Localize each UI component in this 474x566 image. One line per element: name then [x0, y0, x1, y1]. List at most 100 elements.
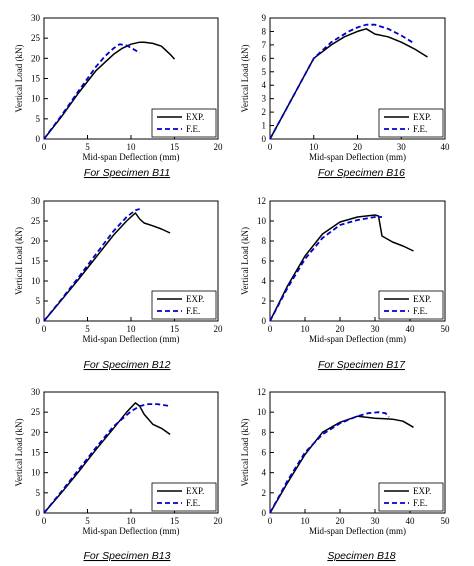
y-tick-label: 10	[31, 94, 41, 104]
x-tick-label: 0	[42, 324, 47, 334]
y-tick-label: 10	[257, 407, 267, 417]
x-tick-label: 10	[127, 324, 137, 334]
x-tick-label: 10	[127, 142, 137, 152]
x-tick-label: 0	[268, 324, 273, 334]
y-tick-label: 30	[31, 196, 41, 206]
x-axis-label: Mid-span Deflection (mm)	[83, 334, 180, 344]
x-tick-label: 0	[42, 516, 47, 526]
y-tick-label: 10	[31, 276, 41, 286]
x-tick-label: 10	[301, 516, 311, 526]
x-tick-label: 20	[353, 142, 363, 152]
chart-panel-2: 0 10 20 30 40 0 1 2 3 4 5 6 7 8 9 Mid-span Deflection (…	[240, 13, 450, 179]
x-tick-label: 20	[214, 324, 224, 334]
y-tick-label: 2	[262, 107, 267, 117]
y-tick-label: 25	[31, 407, 41, 417]
x-tick-label: 40	[406, 324, 416, 334]
legend-box	[151, 290, 217, 320]
x-axis-label: Mid-span Deflection (mm)	[309, 152, 406, 162]
legend-label: F.E.	[186, 498, 200, 508]
series-line-exp	[43, 41, 176, 140]
x-tick-label: 20	[336, 516, 346, 526]
x-tick-label: 0	[268, 142, 273, 152]
y-tick-label: 10	[31, 468, 41, 478]
y-axis-label: Vertical Load (kN)	[240, 45, 250, 113]
legend-box	[378, 482, 444, 512]
y-tick-label: 0	[36, 316, 41, 326]
legend: EXP. F.E.	[151, 290, 217, 320]
legend-label: F.E.	[186, 124, 200, 134]
series-line-fe	[43, 403, 171, 514]
y-tick-label: 2	[262, 488, 267, 498]
y-tick-label: 8	[262, 427, 267, 437]
x-tick-label: 5	[85, 324, 90, 334]
x-tick-label: 0	[42, 142, 47, 152]
panel-caption: For Specimen B13	[84, 550, 171, 562]
y-tick-label: 4	[262, 468, 267, 478]
panel-caption: Specimen B18	[327, 550, 395, 562]
legend-label: EXP.	[186, 112, 204, 122]
y-tick-label: 12	[257, 196, 266, 206]
y-tick-label: 7	[262, 40, 267, 50]
x-tick-label: 10	[301, 324, 311, 334]
legend-label: F.E.	[186, 306, 200, 316]
y-tick-label: 4	[262, 276, 267, 286]
y-tick-label: 30	[31, 13, 41, 23]
panel-caption: For Specimen B17	[318, 359, 406, 371]
legend-label: F.E.	[413, 306, 427, 316]
series-line-fe	[269, 411, 390, 514]
legend-box	[151, 482, 217, 512]
panel-caption: For Specimen B11	[84, 167, 170, 179]
legend-box	[378, 290, 444, 320]
x-tick-label: 20	[214, 142, 224, 152]
y-axis-label: Vertical Load (kN)	[240, 419, 250, 487]
x-axis-label: Mid-span Deflection (mm)	[83, 152, 180, 162]
legend-box	[151, 108, 217, 138]
x-tick-label: 0	[268, 516, 273, 526]
y-tick-label: 20	[31, 53, 41, 63]
x-axis-label: Mid-span Deflection (mm)	[309, 334, 406, 344]
y-tick-label: 6	[262, 448, 267, 458]
x-tick-label: 30	[371, 324, 381, 334]
legend-label: EXP.	[413, 294, 431, 304]
x-tick-label: 50	[441, 516, 451, 526]
x-tick-label: 40	[441, 142, 451, 152]
y-axis-label: Vertical Load (kN)	[14, 227, 24, 295]
x-tick-label: 30	[371, 516, 381, 526]
legend-label: EXP.	[413, 112, 431, 122]
y-tick-label: 5	[36, 114, 41, 124]
y-tick-label: 0	[262, 316, 267, 326]
x-tick-label: 20	[214, 516, 224, 526]
x-tick-label: 5	[85, 516, 90, 526]
x-tick-label: 10	[127, 516, 137, 526]
legend: EXP. F.E.	[151, 482, 217, 512]
y-tick-label: 20	[31, 236, 41, 246]
y-tick-label: 5	[36, 488, 41, 498]
y-tick-label: 30	[31, 387, 41, 397]
y-tick-label: 10	[257, 216, 267, 226]
series-line-exp	[269, 214, 414, 322]
x-tick-label: 50	[441, 324, 451, 334]
y-tick-label: 15	[31, 256, 41, 266]
legend-box	[378, 108, 444, 138]
legend-label: F.E.	[413, 498, 427, 508]
y-tick-label: 25	[31, 33, 41, 43]
y-tick-label: 15	[31, 74, 41, 84]
y-tick-label: 5	[262, 67, 267, 77]
y-tick-label: 1	[262, 121, 267, 131]
legend-label: EXP.	[413, 486, 431, 496]
legend: EXP. F.E.	[378, 290, 444, 320]
legend-label: F.E.	[413, 124, 427, 134]
series-line-fe	[269, 23, 415, 140]
y-tick-label: 15	[31, 448, 41, 458]
y-tick-label: 8	[262, 26, 267, 36]
y-tick-label: 0	[262, 134, 267, 144]
legend-label: EXP.	[186, 294, 204, 304]
x-tick-label: 5	[85, 142, 90, 152]
y-tick-label: 2	[262, 296, 267, 306]
x-tick-label: 15	[170, 142, 180, 152]
legend: EXP. F.E.	[378, 108, 444, 138]
y-tick-label: 0	[36, 134, 41, 144]
series-line-exp	[269, 415, 414, 514]
y-tick-label: 4	[262, 80, 267, 90]
